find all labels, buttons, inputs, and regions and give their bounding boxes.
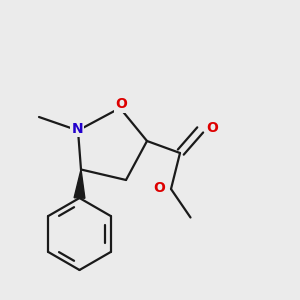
- Text: O: O: [206, 121, 218, 135]
- Polygon shape: [74, 169, 85, 198]
- Text: O: O: [154, 182, 166, 195]
- Text: O: O: [116, 98, 128, 111]
- Text: N: N: [72, 122, 83, 136]
